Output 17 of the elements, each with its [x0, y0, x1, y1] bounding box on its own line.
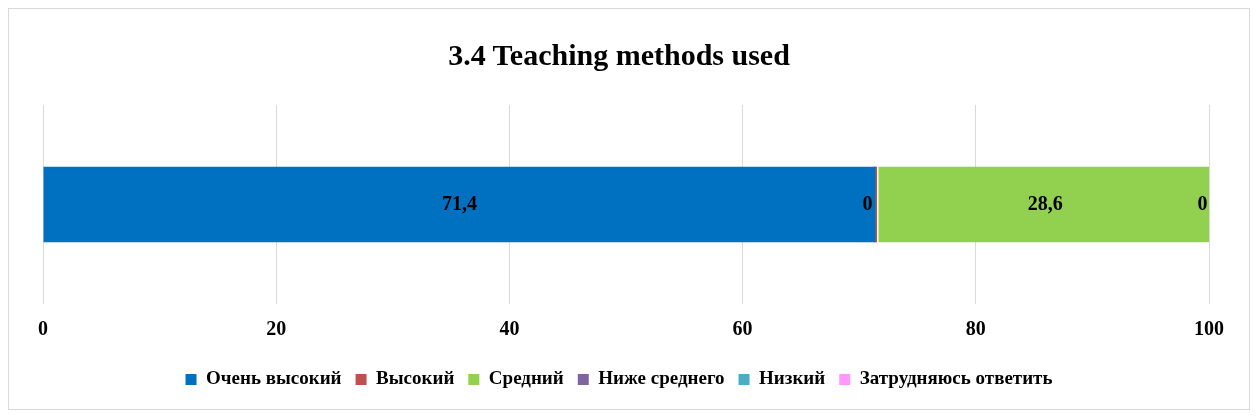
data-label: 71,4 [442, 191, 478, 214]
legend-label: Очень высокий [206, 367, 342, 389]
data-label: 0 [1197, 191, 1208, 214]
legend-label: Затрудняюсь ответить [859, 367, 1053, 389]
x-tick-label: 20 [266, 317, 287, 340]
data-label: 0 [862, 191, 873, 214]
chart-title: 3.4 Teaching methods used [448, 37, 791, 71]
x-tick-label: 60 [732, 317, 753, 340]
x-tick-label: 100 [1194, 317, 1224, 340]
legend-label: Высокий [376, 367, 455, 389]
legend-label: Ниже среднего [598, 367, 725, 389]
legend-label: Средний [488, 367, 564, 389]
x-tick-label: 0 [38, 317, 48, 340]
x-tick-label: 80 [965, 317, 986, 340]
legend-label: Низкий [759, 367, 826, 389]
data-label: 28,6 [1027, 191, 1063, 214]
x-tick-label: 40 [499, 317, 520, 340]
